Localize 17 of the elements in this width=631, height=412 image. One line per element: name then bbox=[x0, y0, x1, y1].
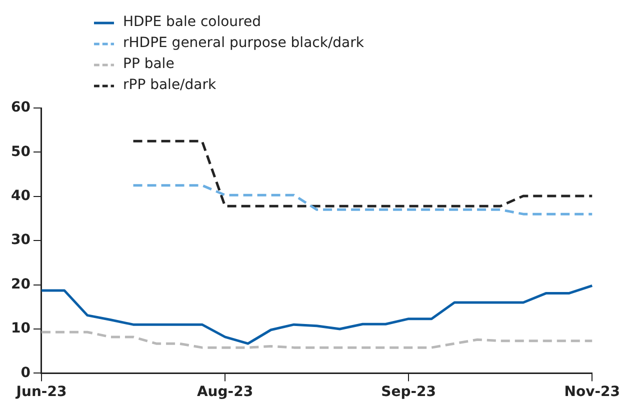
line-series bbox=[132, 184, 594, 216]
y-tick-label: 0 bbox=[20, 364, 31, 381]
y-tick-label: 50 bbox=[11, 144, 31, 160]
y-tick-label: 20 bbox=[11, 276, 31, 292]
legend-label: HDPE bale coloured bbox=[123, 13, 262, 32]
x-tick-label: Jun-23 bbox=[15, 384, 67, 400]
y-tick-label: 40 bbox=[11, 188, 31, 204]
legend-label: rPP bale/dark bbox=[123, 76, 216, 95]
y-tick-label: 30 bbox=[11, 232, 31, 248]
legend-label: rHDPE general purpose black/dark bbox=[123, 34, 364, 53]
line-series bbox=[40, 330, 594, 349]
x-tick-label: Nov-23 bbox=[564, 384, 620, 400]
x-tick-label: Aug-23 bbox=[196, 384, 254, 400]
y-tick-label: 10 bbox=[11, 320, 31, 337]
legend-label: PP bale bbox=[123, 55, 174, 74]
y-tick-label: 60 bbox=[11, 100, 31, 116]
x-tick-label: Sep-23 bbox=[381, 384, 436, 400]
